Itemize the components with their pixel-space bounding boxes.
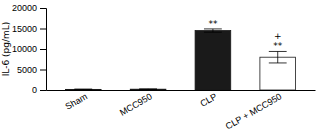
tick: 0 (32, 85, 46, 95)
axis-line (40, 9, 47, 91)
tick: 20000 (12, 3, 46, 13)
axis-line (47, 90, 316, 91)
tick-mark (40, 49, 46, 50)
tick-label: 10000 (12, 44, 37, 54)
tick-label: CLP (198, 91, 218, 108)
bar (195, 31, 231, 90)
error-bar-line (269, 51, 287, 62)
x-axis: Sham MCC950 CLP CLP + MCC950 (47, 91, 316, 132)
plot: 0 5000 10000 15000 20000 Sham MCC950 CLP CLP + M… (1, 3, 316, 131)
error-bar-line (139, 88, 157, 90)
tick: MCC950 (118, 91, 154, 117)
marks (65, 29, 295, 90)
tick-label: 0 (32, 85, 37, 95)
bar (65, 89, 101, 90)
tick: 5000 (17, 65, 46, 75)
tick: Sham (64, 91, 89, 111)
y-axis-title: IL-6 (pg/mL) (1, 22, 11, 77)
tick: 10000 (12, 44, 46, 54)
error-bar (204, 29, 222, 32)
annotation: ** (273, 41, 283, 51)
tick-label: 15000 (12, 24, 37, 34)
error-bar (74, 89, 92, 90)
tick-label: 20000 (12, 3, 37, 13)
tick: CLP (198, 91, 218, 108)
error-bar-line (204, 29, 222, 32)
error-bar-line (74, 89, 92, 90)
tick-label: CLP + MCC950 (224, 91, 284, 131)
tick-label: MCC950 (118, 91, 154, 117)
error-bar (139, 88, 157, 90)
annotation: ** (208, 19, 218, 29)
tick-mark (40, 90, 46, 91)
tick-mark (40, 8, 46, 9)
error-bar (269, 51, 287, 62)
tick-mark (40, 70, 46, 71)
chart: 0 5000 10000 15000 20000 Sham MCC950 CLP CLP + M… (0, 0, 325, 132)
tick-mark (40, 29, 46, 30)
tick-label: Sham (64, 91, 89, 111)
tick: 15000 (12, 24, 46, 34)
tick-label: 5000 (17, 65, 37, 75)
y-axis: 0 5000 10000 15000 20000 (12, 3, 47, 95)
annotation: + (274, 31, 282, 41)
annotations: ****+ (208, 19, 282, 52)
tick: CLP + MCC950 (224, 91, 284, 131)
bar (130, 89, 166, 90)
